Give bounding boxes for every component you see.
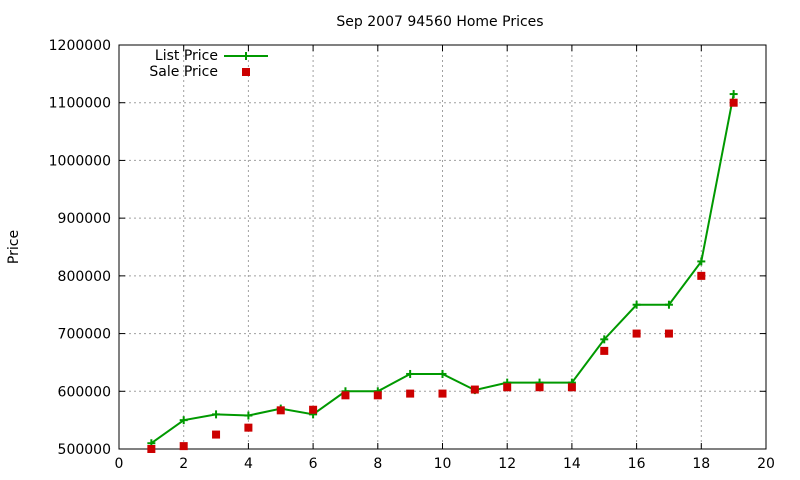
y-tick-label: 700000 [58,327,111,343]
x-tick-label: 2 [179,456,188,472]
sale-price-point [697,271,706,280]
y-tick-label: 1100000 [49,96,111,112]
sale-price-point [503,383,512,392]
list-price-point [600,335,609,344]
sale-price-point [632,329,641,338]
x-tick-label: 18 [692,456,710,472]
list-price-point [632,300,641,309]
series-sale-price [147,98,738,453]
sale-price-point [373,391,382,400]
list-price-point [664,300,673,309]
x-axis-ticks: 0 2 4 6 8 10 12 14 16 18 20 [115,45,775,472]
y-axis-ticks: 500000 600000 700000 800000 900000 1000000 110… [49,38,766,458]
grid-lines [119,45,766,449]
y-axis-label: Price [6,230,22,264]
x-tick-label: 4 [244,456,253,472]
sale-price-point [406,389,415,398]
list-price-point [179,416,188,425]
list-price-point [729,90,738,99]
legend: List Price Sale Price [149,48,268,80]
legend-label-list-price: List Price [155,48,218,64]
x-tick-label: 10 [434,456,452,472]
sale-price-point [729,98,738,107]
legend-label-sale-price: Sale Price [149,64,218,80]
x-tick-label: 14 [563,456,581,472]
sale-price-point [438,389,447,398]
y-tick-label: 1000000 [49,153,111,169]
y-tick-label: 600000 [58,384,111,400]
sale-price-point [276,406,285,415]
y-tick-label: 800000 [58,269,111,285]
series-group [147,90,738,453]
y-tick-label: 500000 [58,442,111,458]
sale-price-point [567,383,576,392]
list-price-point [438,369,447,378]
x-tick-label: 12 [498,456,516,472]
x-tick-label: 0 [115,456,124,472]
legend-symbol-list-price [224,52,268,60]
sale-price-point [147,445,156,453]
x-tick-label: 8 [373,456,382,472]
sale-price-point [309,405,318,414]
y-tick-label: 900000 [58,211,111,227]
legend-plus-marker [242,52,250,60]
list-price-point [697,257,706,266]
sale-price-point [244,423,253,432]
sale-price-point [341,391,350,400]
chart-title: Sep 2007 94560 Home Prices [336,14,543,30]
sale-price-point [600,346,609,355]
x-tick-label: 16 [628,456,646,472]
legend-square-marker [242,68,250,76]
list-price-point [212,410,221,419]
list-price-point [244,411,253,420]
y-tick-label: 1200000 [49,38,111,54]
x-tick-label: 20 [757,456,775,472]
sale-price-point [535,383,544,392]
list-price-point [406,369,415,378]
legend-symbol-sale-price [242,68,250,76]
sale-price-point [470,385,479,394]
sale-price-point [179,442,188,451]
sale-price-point [212,430,221,439]
sale-price-point [664,329,673,338]
x-tick-label: 6 [309,456,318,472]
